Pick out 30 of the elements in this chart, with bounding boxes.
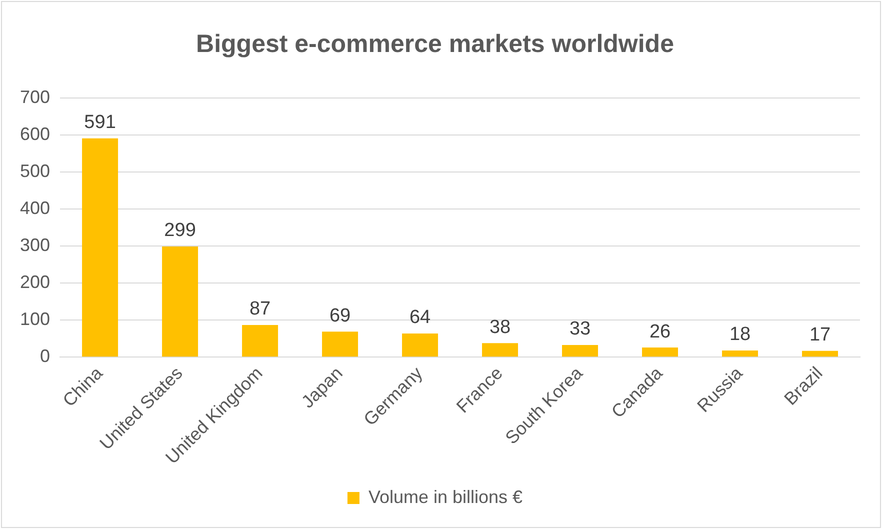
bar: [402, 333, 438, 357]
bar: [162, 246, 198, 357]
legend-label: Volume in billions €: [368, 486, 523, 507]
bar: [562, 344, 598, 357]
data-label: 18: [729, 324, 751, 346]
data-label: 69: [329, 305, 351, 326]
y-tick-label: 100: [20, 309, 50, 330]
data-label: 17: [809, 324, 831, 346]
bar: [322, 332, 358, 357]
data-label: 33: [569, 318, 591, 340]
bar: [82, 138, 118, 357]
y-tick-label: 700: [20, 86, 50, 107]
data-label: 299: [164, 220, 196, 242]
data-label: 64: [409, 307, 432, 328]
y-tick-label: 500: [20, 161, 50, 182]
bar: [642, 348, 678, 357]
bar: [482, 343, 518, 357]
y-tick-label: 200: [20, 272, 50, 292]
chart-title: Biggest e-commerce markets worldwide: [196, 30, 674, 58]
y-tick-label: 600: [20, 124, 50, 144]
bar: [722, 350, 758, 357]
data-label: 26: [649, 321, 671, 342]
bar: [802, 350, 838, 357]
y-tick-label: 300: [20, 235, 50, 256]
data-label: 87: [249, 298, 271, 320]
y-tick-label: 400: [20, 198, 50, 218]
y-tick-label: 0: [40, 346, 50, 366]
bar: [242, 324, 278, 357]
data-label: 38: [489, 316, 511, 338]
data-label: 591: [84, 112, 116, 134]
